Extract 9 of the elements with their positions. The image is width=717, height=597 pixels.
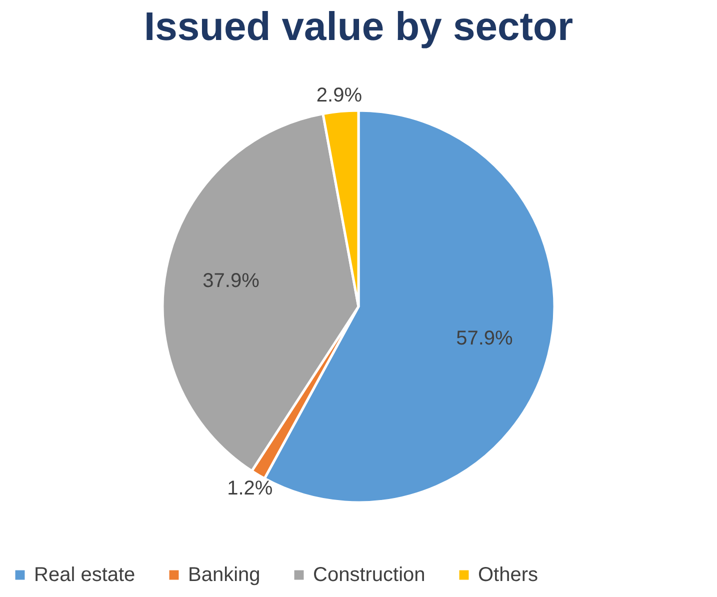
data-label: 57.9% xyxy=(456,328,514,350)
chart-title: Issued value by sector xyxy=(144,5,574,49)
data-label: 1.2% xyxy=(227,478,273,500)
data-label: 2.9% xyxy=(316,84,362,106)
legend-label: Others xyxy=(478,564,538,586)
legend-label: Banking xyxy=(188,564,260,586)
data-label: 37.9% xyxy=(202,270,260,292)
legend-label: Real estate xyxy=(34,564,136,586)
legend-label: Construction xyxy=(313,564,426,586)
